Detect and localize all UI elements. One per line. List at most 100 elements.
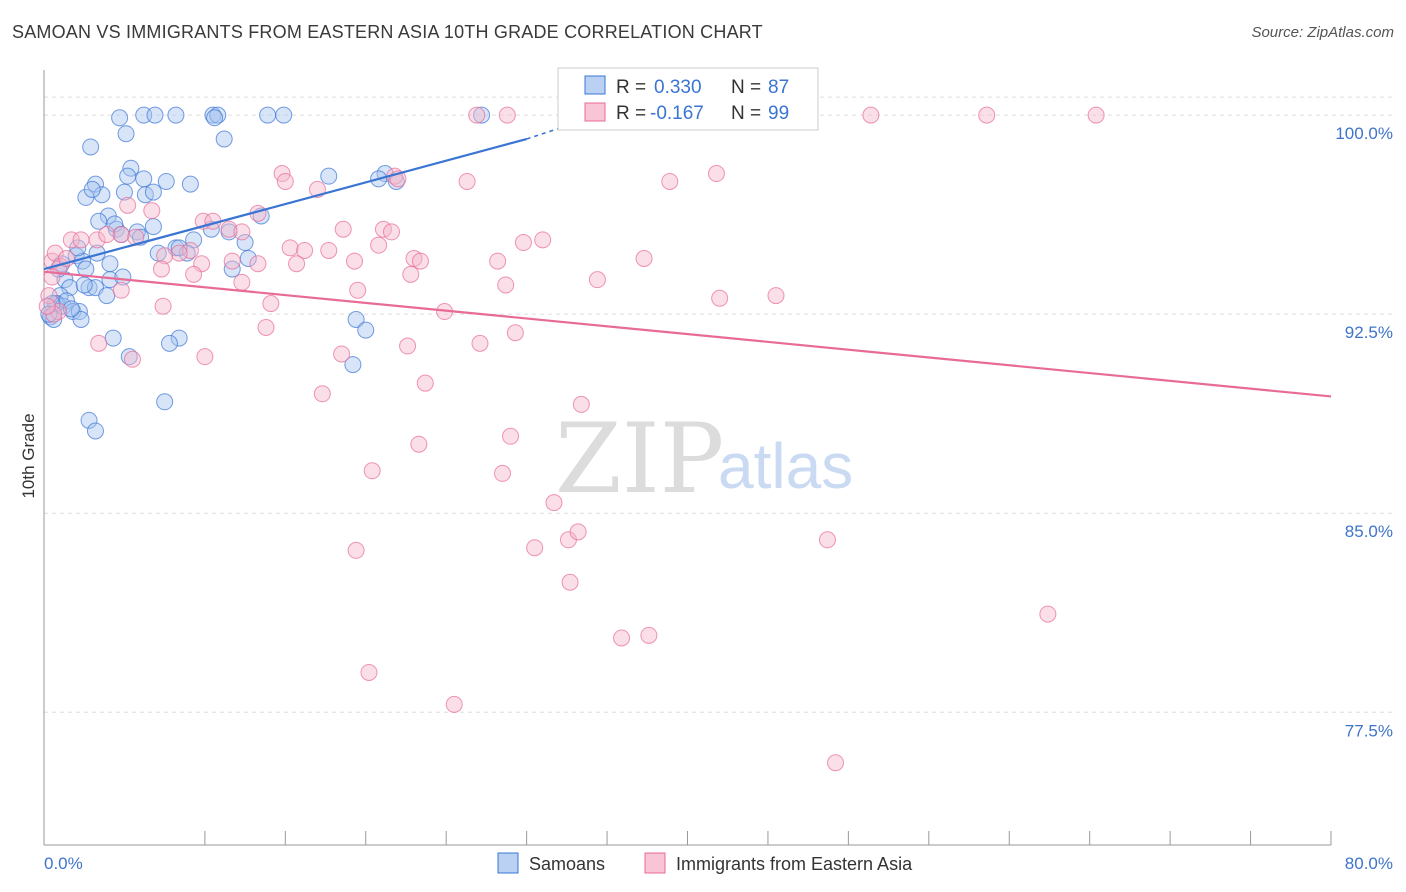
eastern-asia-point: [72, 231, 90, 249]
eastern-asia-point: [276, 172, 294, 190]
bottom-legend: Samoans Immigrants from Eastern Asia: [497, 852, 913, 874]
legend-n-value-2: 99: [768, 103, 789, 124]
samoan-point: [170, 329, 188, 347]
samoans-trend-line: [43, 137, 527, 271]
samoan-point: [344, 356, 362, 374]
legend-r-value-2: -0.167: [650, 103, 704, 124]
eastern-asia-point: [334, 220, 352, 238]
eastern-asia-point: [349, 281, 367, 299]
samoan-point: [144, 218, 162, 236]
eastern-asia-point: [534, 231, 552, 249]
eastern-asia-point: [90, 334, 108, 352]
eastern-asia-point: [257, 318, 275, 336]
y-tick-labels: 100.0% 92.5% 85.0% 77.5%: [1335, 124, 1393, 740]
eastern-asia-point: [360, 663, 378, 681]
watermark-atlas: atlas: [718, 430, 853, 502]
samoan-point: [80, 279, 98, 297]
samoan-point: [347, 310, 365, 328]
eastern-asia-point: [223, 252, 241, 270]
eastern-asia-point: [545, 494, 563, 512]
samoan-point: [86, 175, 104, 193]
eastern-asia-point: [382, 223, 400, 241]
eastern-asia-point: [827, 754, 845, 772]
samoan-point: [157, 172, 175, 190]
y-tick-label: 85.0%: [1345, 522, 1393, 541]
eastern-asia-point: [152, 260, 170, 278]
watermark-zip: ZIP: [555, 403, 724, 515]
samoan-point: [119, 167, 137, 185]
eastern-asia-point: [416, 374, 434, 392]
eastern-asia-point: [347, 541, 365, 559]
eastern-asia-point: [288, 255, 306, 273]
legend-n-label-2: N =: [731, 103, 761, 124]
legend-n-label-1: N =: [731, 77, 761, 98]
eastern-asia-point: [402, 265, 420, 283]
samoan-point: [156, 393, 174, 411]
x-tick-label-min: 0.0%: [44, 854, 83, 873]
samoan-point: [259, 106, 277, 124]
eastern-asia-point: [262, 295, 280, 313]
y-tick-label: 77.5%: [1345, 721, 1393, 740]
eastern-asia-point: [498, 106, 516, 124]
stats-legend: R = 0.330 N = 87 R = -0.167 N = 99: [557, 67, 819, 131]
samoan-point: [206, 109, 224, 127]
x-tick-label-max: 80.0%: [1345, 854, 1393, 873]
eastern-asia-point: [978, 106, 996, 124]
eastern-asia-point: [613, 629, 631, 647]
legend-r-label-2: R =: [616, 103, 646, 124]
eastern-asia-point: [313, 385, 331, 403]
eastern-asia-point: [661, 172, 679, 190]
eastern-asia-point: [569, 523, 587, 541]
eastern-asia-point: [112, 226, 130, 244]
eastern-asia-point: [170, 244, 188, 262]
samoan-point: [160, 334, 178, 352]
eastern-asia-point: [635, 249, 653, 267]
samoan-point: [275, 106, 293, 124]
samoan-point: [62, 300, 80, 318]
samoan-point: [72, 310, 90, 328]
eastern-asia-point: [493, 464, 511, 482]
eastern-asia-point: [156, 247, 174, 265]
samoan-point: [86, 422, 104, 440]
samoan-point: [215, 130, 233, 148]
y-axis-label: 10th Grade: [19, 413, 38, 498]
samoan-point: [77, 260, 95, 278]
samoan-point: [56, 271, 74, 289]
eastern-asia-trend-line: [43, 270, 1332, 398]
samoan-point: [239, 249, 257, 267]
eastern-asia-point: [370, 236, 388, 254]
samoan-point: [93, 186, 111, 204]
eastern-asia-point: [345, 252, 363, 270]
eastern-asia-points: [38, 106, 1105, 772]
chart-title: SAMOAN VS IMMIGRANTS FROM EASTERN ASIA 1…: [12, 22, 763, 42]
samoan-point: [167, 106, 185, 124]
samoan-point: [90, 212, 108, 230]
eastern-asia-point: [468, 106, 486, 124]
eastern-asia-point: [411, 252, 429, 270]
eastern-asia-point: [497, 276, 515, 294]
eastern-asia-point: [471, 334, 489, 352]
samoan-point: [82, 138, 100, 156]
eastern-asia-point: [711, 289, 729, 307]
samoan-point: [75, 276, 93, 294]
eastern-asia-point: [514, 234, 532, 252]
legend-n-value-1: 87: [768, 77, 789, 98]
eastern-asia-point: [1087, 106, 1105, 124]
legend-r-value-1: 0.330: [654, 77, 702, 98]
eastern-asia-point: [38, 297, 56, 315]
samoan-point: [115, 183, 133, 201]
eastern-asia-point: [561, 573, 579, 591]
eastern-asia-point: [119, 196, 137, 214]
eastern-asia-point: [502, 427, 520, 445]
eastern-asia-point: [281, 239, 299, 257]
source-label: Source: ZipAtlas.com: [1251, 24, 1394, 41]
samoan-point: [83, 180, 101, 198]
eastern-asia-point: [410, 435, 428, 453]
trend-lines: [43, 127, 1332, 398]
eastern-asia-point: [220, 220, 238, 238]
samoan-point: [170, 239, 188, 257]
samoan-point: [236, 234, 254, 252]
samoan-point: [114, 268, 132, 286]
samoan-point: [117, 125, 135, 143]
